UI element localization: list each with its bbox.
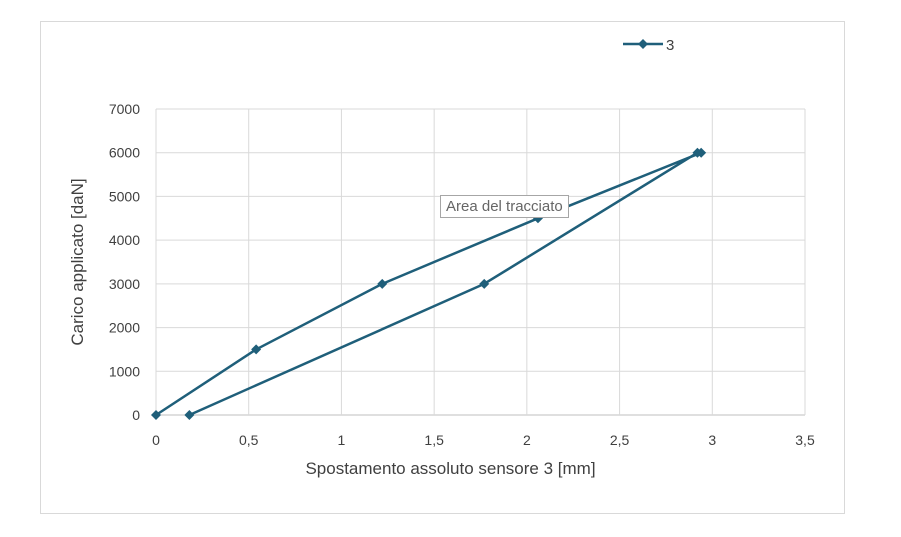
y-axis-ticks: 0 1000 2000 3000 4000 5000 6000 7000 (109, 101, 140, 423)
legend-label: 3 (666, 37, 674, 54)
plot-area-tooltip: Area del tracciato (440, 195, 569, 218)
x-tick-label: 1 (338, 432, 346, 448)
x-tick-label: 3,5 (795, 432, 815, 448)
y-tick-label: 0 (132, 407, 140, 423)
x-tick-label: 0,5 (239, 432, 259, 448)
data-point-marker (251, 344, 262, 355)
y-tick-label: 3000 (109, 276, 140, 292)
y-tick-label: 7000 (109, 101, 140, 117)
series-group (151, 147, 707, 420)
chart-area[interactable] (40, 21, 845, 514)
y-tick-label: 4000 (109, 232, 140, 248)
data-point-marker (377, 278, 388, 289)
legend-marker-swatch (638, 39, 648, 49)
series-line (155, 151, 703, 417)
y-tick-label: 1000 (109, 363, 140, 379)
x-tick-label: 3 (708, 432, 716, 448)
data-point-marker (692, 147, 703, 158)
legend[interactable]: 3 (623, 37, 674, 54)
x-axis-title: Spostamento assoluto sensore 3 [mm] (305, 459, 595, 478)
data-point-marker (479, 278, 490, 289)
data-point-marker (184, 410, 195, 420)
y-axis-title: Carico applicato [daN] (68, 178, 87, 345)
x-axis-ticks: 0 0,5 1 1,5 2 2,5 3 3,5 (152, 432, 815, 448)
y-tick-label: 6000 (109, 145, 140, 161)
data-point-marker (151, 410, 161, 420)
y-tick-label: 5000 (109, 188, 140, 204)
x-tick-label: 2 (523, 432, 531, 448)
x-tick-label: 2,5 (610, 432, 630, 448)
gridlines (155, 108, 806, 416)
x-tick-label: 0 (152, 432, 160, 448)
y-tick-label: 2000 (109, 320, 140, 336)
x-tick-label: 1,5 (424, 432, 444, 448)
